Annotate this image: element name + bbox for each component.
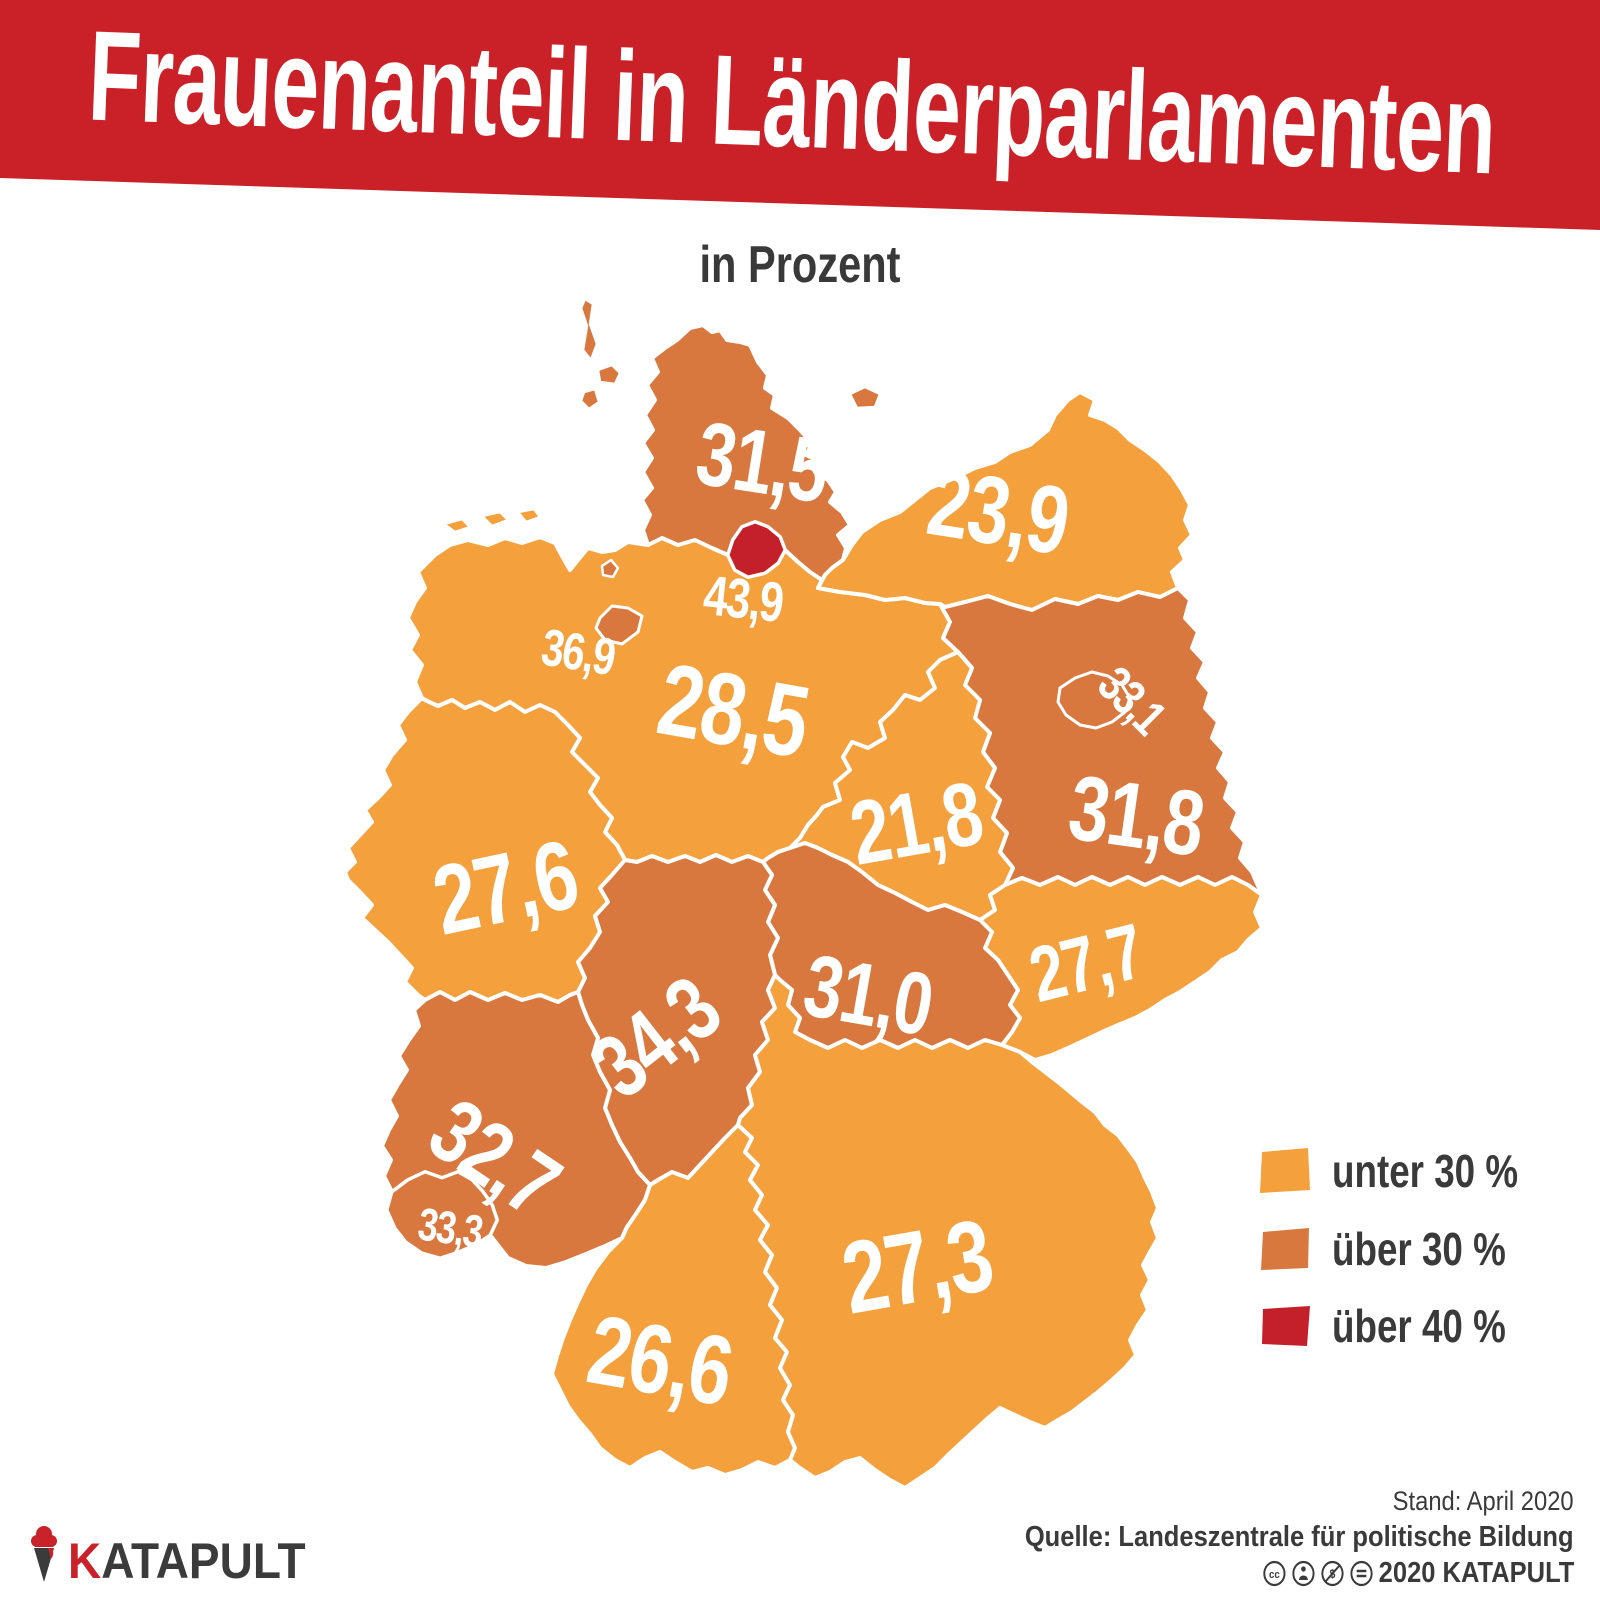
island-fehmarn: [848, 385, 882, 410]
logo-rest: ATAPULT: [101, 1533, 306, 1589]
legend: unter 30 % über 30 % über 40 %: [1260, 1145, 1518, 1352]
license-line: cc $ 2020 KATAPULT: [1262, 1556, 1574, 1590]
legend-label-over-30: über 30 %: [1332, 1223, 1506, 1275]
legend-label-under-30: unter 30 %: [1332, 1145, 1518, 1197]
legend-swatch-under-30: [1260, 1148, 1310, 1193]
state-saarland: [385, 1170, 499, 1260]
logo-wordmark: KATAPULT: [68, 1536, 306, 1586]
island-amrum: [579, 387, 601, 411]
cc-nc-icon: $: [1321, 1560, 1344, 1586]
island-east-frisian-3: [516, 507, 542, 524]
legend-label-over-40: über 40 %: [1332, 1300, 1506, 1352]
banner-ribbon: [0, 0, 1600, 230]
state-rheinland-pfalz: [380, 990, 652, 1270]
value-label-schleswig-holstein: 31,5: [690, 403, 834, 523]
katapult-logo: KATAPULT: [26, 1524, 326, 1586]
value-label-brandenburg: 31,8: [1063, 756, 1209, 876]
svg-text:$: $: [1329, 1568, 1336, 1581]
state-bremen: [594, 604, 644, 646]
legend-swatch-over-30: [1261, 1228, 1309, 1270]
value-label-bremen: 36,9: [538, 618, 620, 687]
source-line: Quelle: Landeszentrale für politische Bi…: [1025, 1521, 1574, 1553]
island-sylt: [579, 297, 599, 362]
value-label-bayern: 27,3: [834, 1198, 1000, 1336]
svg-text:cc: cc: [1269, 1569, 1280, 1581]
island-east-frisian-1: [442, 517, 472, 534]
page-subtitle: in Prozent: [699, 235, 900, 294]
value-label-thueringen: 31,0: [797, 936, 939, 1055]
logo-k: K: [68, 1533, 102, 1589]
value-label-baden-wuerttemberg: 26,6: [580, 1293, 740, 1426]
state-berlin: [1056, 670, 1132, 730]
source-block: Stand: April 2020 Quelle: Landeszentrale…: [950, 1484, 1574, 1590]
cc-nd-icon: [1350, 1560, 1373, 1586]
copyright-text: 2020 KATAPULT: [1378, 1557, 1574, 1589]
state-hamburg: [726, 520, 787, 579]
state-bayern: [736, 973, 1160, 1490]
legend-swatch-over-40: [1262, 1306, 1310, 1346]
island-foehr: [596, 363, 622, 386]
cc-by-icon: [1291, 1560, 1315, 1586]
value-label-mecklenburg-vorpommern: 23,9: [921, 448, 1076, 576]
value-label-hamburg: 43,9: [701, 564, 787, 634]
island-east-frisian-2: [480, 510, 510, 528]
value-label-sachsen-anhalt: 21,8: [843, 763, 989, 884]
cc-icon: cc: [1262, 1560, 1286, 1586]
value-label-niedersachsen: 28,5: [650, 642, 816, 780]
value-label-saarland: 33,3: [415, 1198, 486, 1258]
state-bremerhaven: [600, 558, 620, 579]
ice-cream-cone-icon: [31, 1526, 57, 1582]
stand-date: Stand: April 2020: [1393, 1486, 1574, 1516]
